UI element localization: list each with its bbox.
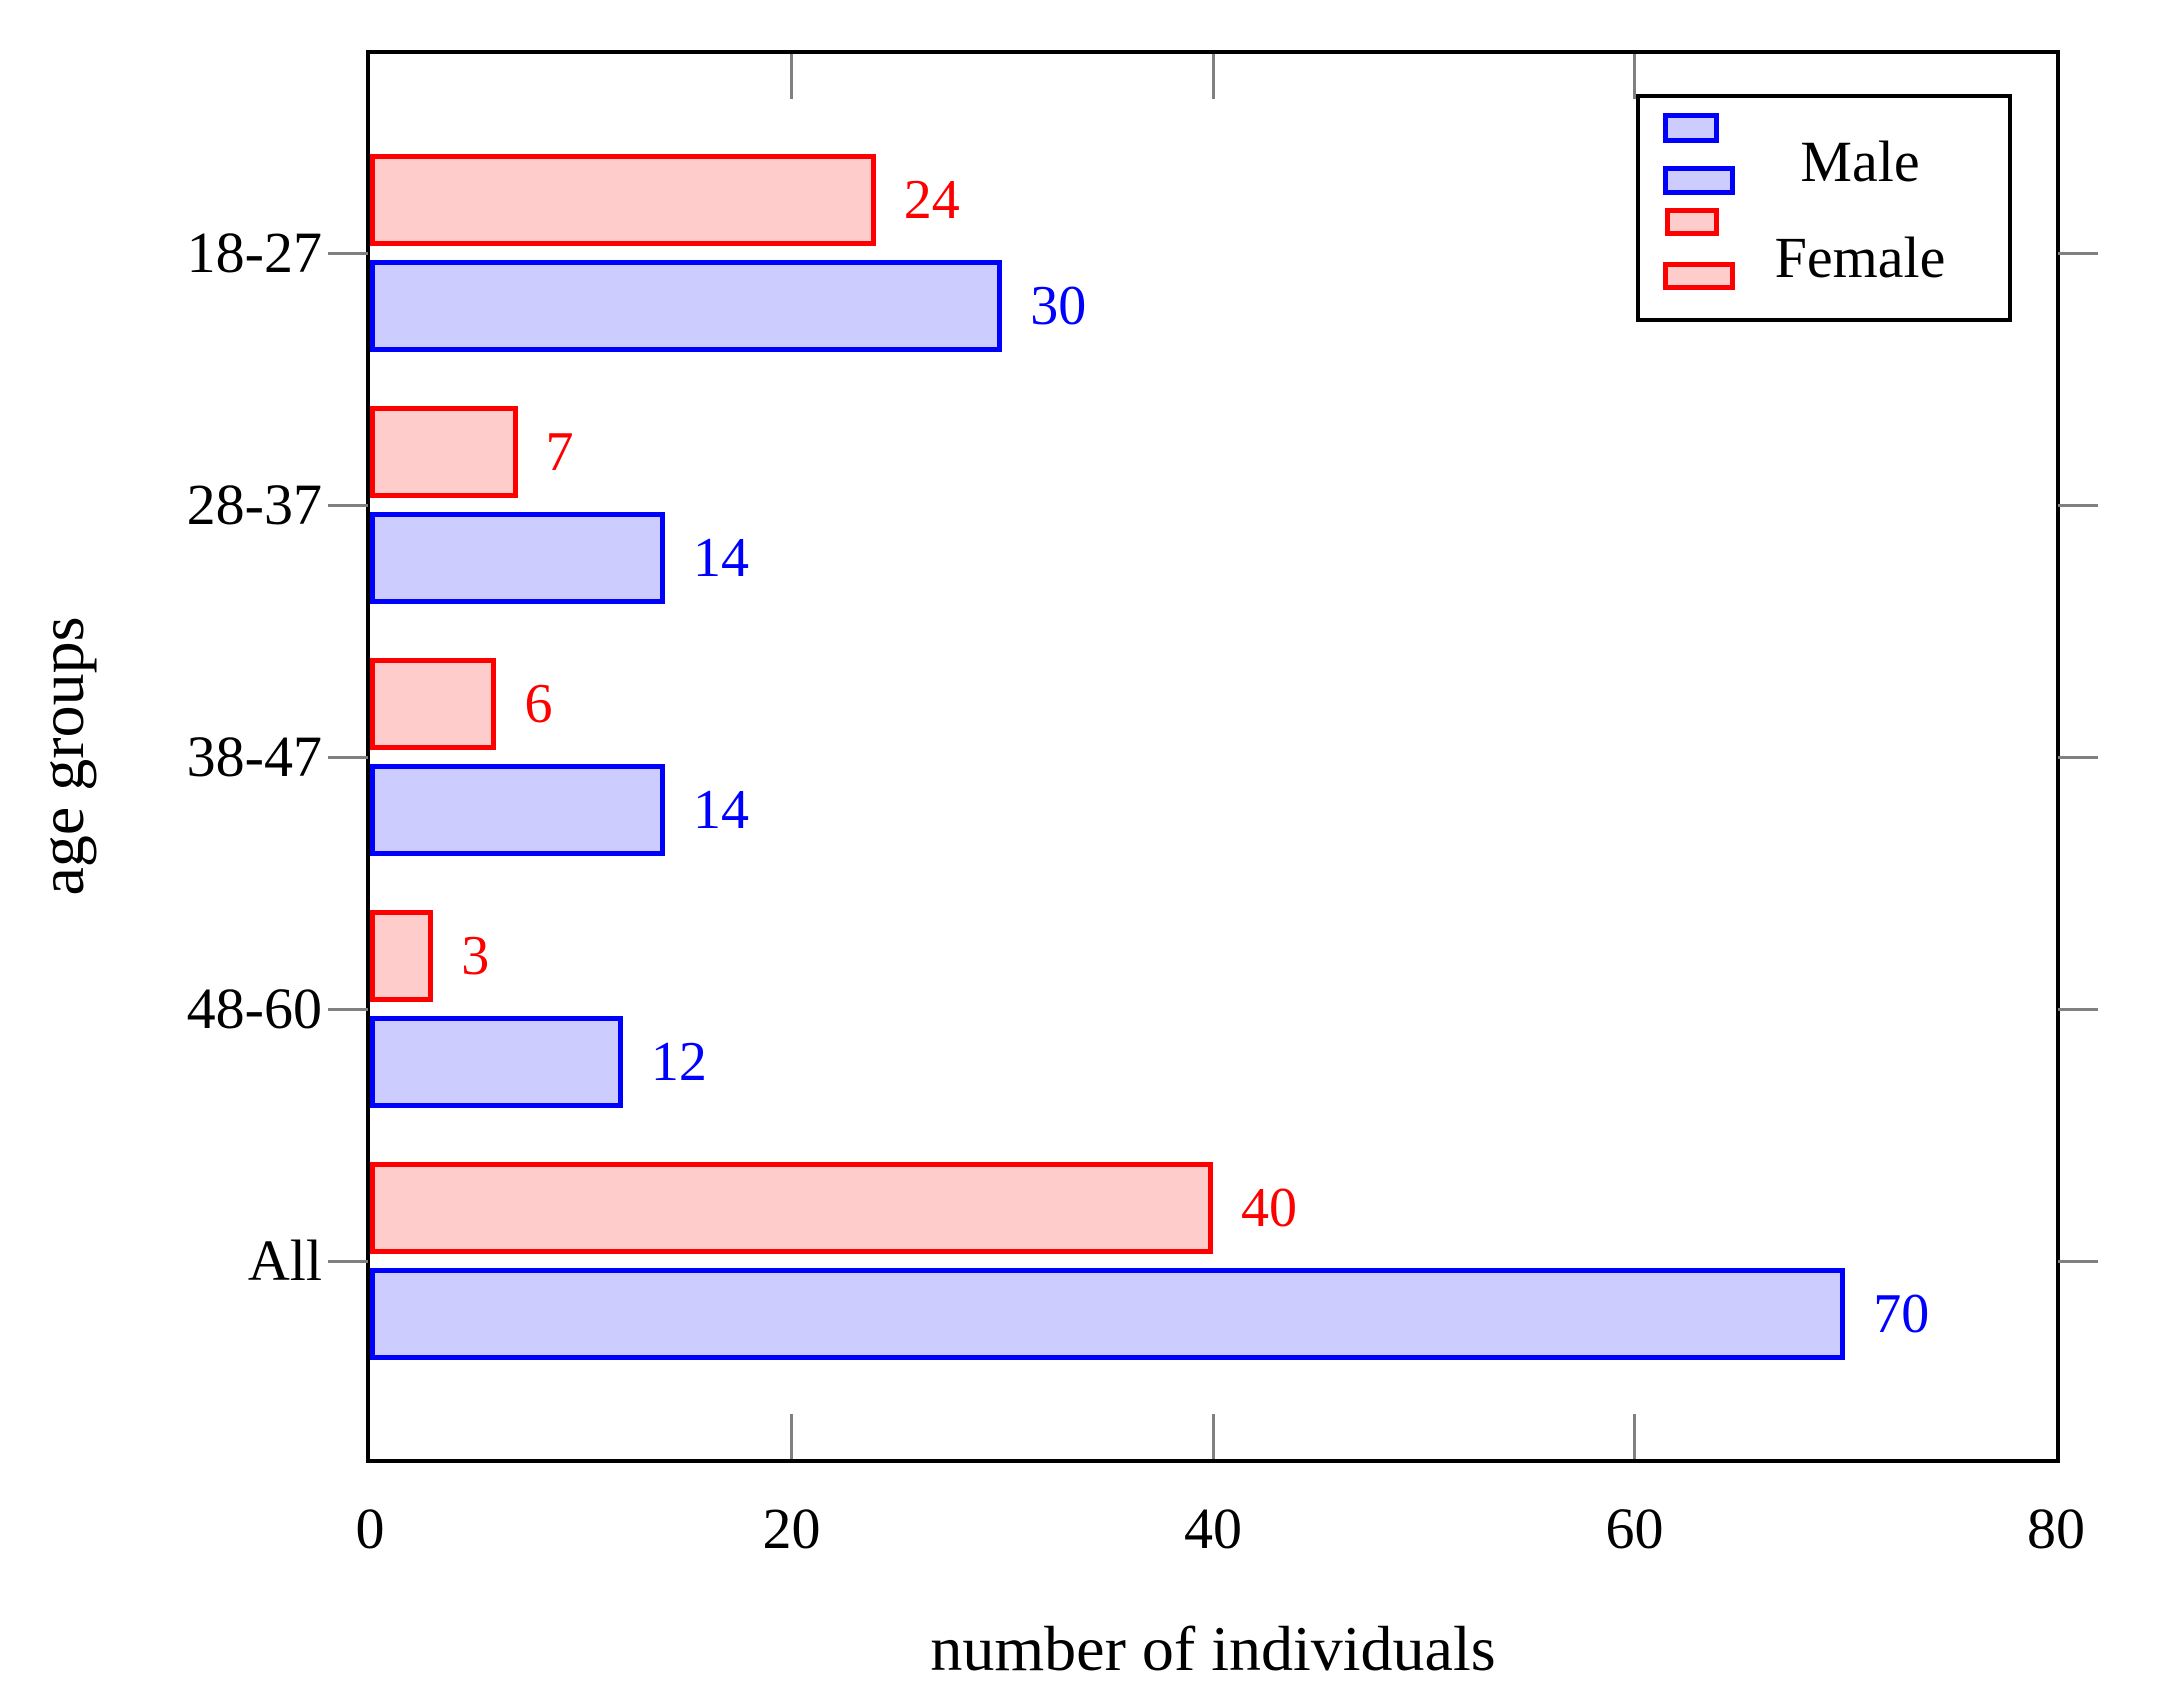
- y-tick-left-38-47: [328, 756, 368, 759]
- y-tick-right-48-60: [2058, 1008, 2098, 1011]
- y-tick-right-38-47: [2058, 756, 2098, 759]
- x-tick-label-0: 0: [355, 1496, 385, 1561]
- x-tick-label-40: 40: [1184, 1496, 1242, 1561]
- y-tick-left-28-37: [328, 504, 368, 507]
- y-tick-right-18-27: [2058, 252, 2098, 255]
- bar-female-28-37: [370, 406, 518, 498]
- bar-value-female-38-47: 6: [524, 673, 553, 735]
- bar-value-male-38-47: 14: [693, 779, 750, 841]
- bar-male-38-47: [370, 764, 666, 856]
- bar-value-female-18-27: 24: [903, 169, 960, 231]
- x-axis-label: number of individuals: [930, 1613, 1496, 1684]
- legend: Male Female: [1636, 94, 2012, 322]
- plot-area: 24 30 7 14 6 14 3 12 40 70: [366, 50, 2060, 1463]
- x-tick-label-60: 60: [1605, 1496, 1664, 1561]
- legend-swatch-female-1: [1663, 262, 1735, 290]
- x-tick-bottom-40: [1211, 1414, 1215, 1459]
- x-tick-top-20: [790, 54, 793, 99]
- x-tick-top-60: [1633, 54, 1636, 99]
- bar-female-38-47: [370, 658, 497, 750]
- y-tick-label-38-47: 38-47: [186, 724, 322, 789]
- legend-label-female: Female: [1774, 225, 1946, 290]
- y-tick-left-All: [328, 1260, 368, 1263]
- bar-value-male-18-27: 30: [1030, 275, 1087, 337]
- x-tick-bottom-60: [1633, 1414, 1636, 1459]
- x-tick-label-20: 20: [762, 1496, 821, 1561]
- x-tick-label-80: 80: [2027, 1496, 2085, 1561]
- bar-female-48-60: [370, 910, 434, 1002]
- y-tick-label-28-37: 28-37: [186, 472, 322, 537]
- y-tick-label-18-27: 18-27: [186, 220, 322, 285]
- bar-female-18-27: [370, 154, 876, 246]
- y-tick-left-48-60: [328, 1008, 368, 1011]
- x-tick-bottom-20: [790, 1414, 793, 1459]
- y-tick-label-All: All: [247, 1228, 322, 1293]
- bar-female-All: [370, 1162, 1213, 1254]
- bar-male-48-60: [370, 1016, 623, 1108]
- bar-male-All: [370, 1268, 1846, 1360]
- y-tick-right-28-37: [2058, 504, 2098, 507]
- legend-swatch-male-0: [1663, 113, 1719, 143]
- y-tick-right-All: [2058, 1260, 2098, 1263]
- y-tick-left-18-27: [328, 252, 368, 255]
- bar-male-18-27: [370, 260, 1003, 352]
- bar-value-male-All: 70: [1873, 1283, 1930, 1345]
- bar-value-female-48-60: 3: [461, 925, 490, 987]
- x-tick-top-40: [1211, 54, 1215, 99]
- bar-value-female-28-37: 7: [545, 421, 574, 483]
- legend-label-male: Male: [1800, 129, 1920, 194]
- legend-swatch-female-0: [1665, 208, 1719, 236]
- bar-value-male-48-60: 12: [650, 1031, 707, 1093]
- bar-value-male-28-37: 14: [693, 527, 750, 589]
- y-axis-label: age groups: [26, 616, 97, 896]
- y-tick-label-48-60: 48-60: [186, 976, 322, 1041]
- bar-value-female-All: 40: [1241, 1177, 1297, 1239]
- bar-male-28-37: [370, 512, 666, 604]
- legend-swatch-male-1: [1663, 166, 1735, 195]
